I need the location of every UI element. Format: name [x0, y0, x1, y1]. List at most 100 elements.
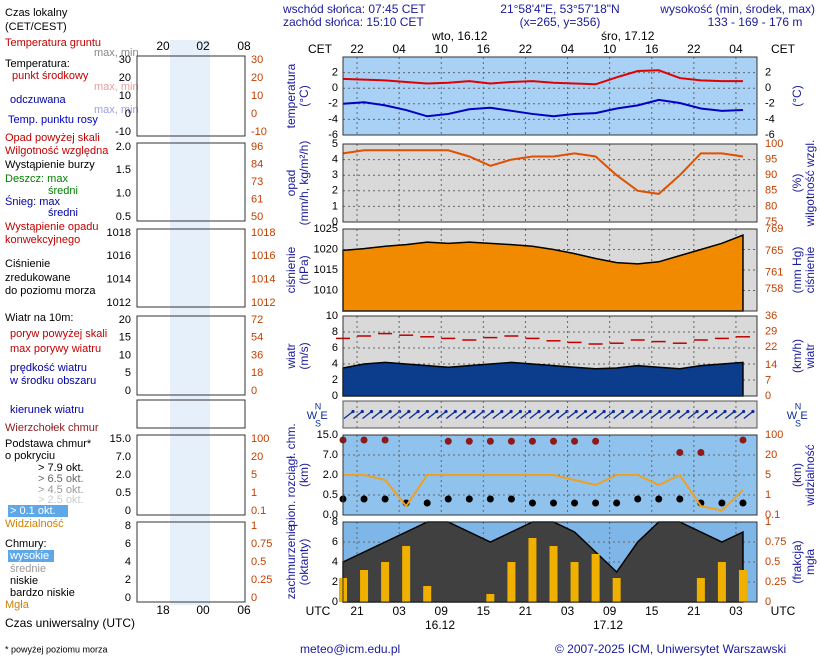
- wind-arrow: [510, 410, 521, 420]
- y-axis-title: zachmurzenie: [284, 524, 298, 599]
- y-tick-label: 0: [332, 390, 338, 402]
- compass: N: [315, 401, 322, 411]
- y2-axis-title: (%): [790, 174, 804, 193]
- wind-arrow-head: [453, 409, 457, 414]
- mini-panel: [136, 434, 246, 516]
- x-tick-label: 16: [645, 42, 659, 56]
- series-point: [634, 495, 642, 503]
- footnote: * powyżej poziomu morza: [5, 644, 108, 654]
- mini-tick-label: 84: [251, 158, 263, 170]
- wind-arrow: [538, 410, 549, 420]
- compass: N: [795, 401, 802, 411]
- mini-tick-label: 1.5: [116, 164, 131, 176]
- mini-time-label: 18: [156, 603, 170, 617]
- mini-tick-label: 2: [125, 574, 131, 586]
- y2-tick-label: 0: [765, 390, 771, 402]
- y-tick-label: 15.0: [317, 429, 338, 441]
- wind-arrow: [473, 410, 484, 420]
- legend-text: średni: [48, 185, 78, 197]
- wind-arrow-head: [611, 409, 616, 414]
- y2-tick-label: 761: [765, 267, 783, 279]
- series-bar: [738, 570, 747, 602]
- wind-arrow: [566, 410, 577, 420]
- elevation-title: wysokość (min, środek, max): [659, 2, 815, 16]
- legend-text: Wierzchołek chmur: [5, 422, 99, 434]
- mini-tick-label: -10: [115, 126, 131, 138]
- wind-arrow: [603, 410, 614, 420]
- legend-text: punkt środkowy: [12, 70, 89, 82]
- y-tick-label: 2.0: [323, 469, 338, 481]
- wind-arrow: [464, 410, 475, 420]
- series-point: [613, 499, 621, 507]
- wind-arrow-head: [676, 409, 681, 414]
- mini-tick-label: 20: [251, 451, 263, 463]
- wind-arrow: [483, 410, 493, 420]
- utc-label: UTC: [771, 604, 796, 618]
- wind-arrow-head: [732, 409, 736, 414]
- legend-text: wysokie: [9, 550, 49, 562]
- wind-arrow: [650, 410, 661, 420]
- series-bar: [570, 562, 579, 602]
- y2-tick-label: 85: [765, 185, 777, 197]
- y-tick-label: 1015: [314, 264, 338, 276]
- y-tick-label: 0: [332, 82, 338, 94]
- y2-tick-label: 1: [765, 516, 771, 528]
- compass: W: [307, 410, 318, 422]
- y2-tick-label: 80: [765, 200, 777, 212]
- legend-text: Czas uniwersalny (UTC): [5, 616, 135, 630]
- y-tick-label: 6: [332, 536, 338, 548]
- wind-arrow: [343, 410, 354, 420]
- panel-background: [342, 400, 758, 429]
- series-point: [739, 499, 747, 507]
- y-axis-title: temperatura: [284, 63, 298, 128]
- wind-arrow-head: [509, 409, 513, 414]
- mini-tick-label: 0: [251, 108, 257, 120]
- legend-text: > 7.9 okt.: [38, 462, 84, 474]
- x-tick-label: 03: [729, 604, 743, 618]
- x-tick-label: 09: [435, 604, 449, 618]
- legend-text: max, min: [94, 81, 139, 93]
- legend-text: max, min: [94, 104, 139, 116]
- mini-tick-label: 2.0: [116, 469, 131, 481]
- y2-tick-label: 1: [765, 489, 771, 501]
- legend-text: odczuwana: [10, 94, 67, 106]
- mini-tick-label: 72: [251, 314, 263, 326]
- series-bar: [717, 562, 726, 602]
- series-bar: [402, 546, 411, 602]
- wind-arrow: [399, 410, 410, 420]
- series-point: [360, 495, 368, 503]
- mini-tick-label: 10: [251, 90, 263, 102]
- legend-text: Śnieg: max: [5, 195, 61, 208]
- y2-tick-label: 14: [765, 359, 777, 371]
- compass: E: [320, 410, 327, 422]
- y2-tick-label: -2: [765, 98, 775, 110]
- wind-arrow: [659, 410, 670, 420]
- mini-tick-label: 0: [125, 505, 131, 517]
- y2-tick-label: 100: [765, 429, 783, 441]
- y-tick-label: 10: [326, 310, 338, 322]
- y2-axis-title: (frakcja): [790, 540, 804, 583]
- wind-arrow: [687, 410, 698, 420]
- x-tick-label: 04: [561, 42, 575, 56]
- series-line: [342, 149, 744, 195]
- series-point: [486, 495, 494, 503]
- mini-time-label: 02: [196, 39, 210, 53]
- y2-tick-label: 0.25: [765, 576, 786, 588]
- series-line: [343, 473, 744, 512]
- x-tick-label: 21: [350, 604, 364, 618]
- series-point: [676, 449, 684, 456]
- date-bottom: 17.12: [593, 618, 623, 632]
- series-point: [571, 437, 579, 445]
- wind-arrow: [715, 410, 726, 420]
- wind-arrow: [529, 410, 540, 420]
- mini-tick-label: 30: [119, 54, 131, 66]
- wind-arrow: [417, 410, 428, 420]
- series-point: [655, 495, 663, 503]
- coords: 21°58'4"E, 53°57'18"N: [500, 2, 619, 16]
- y2-tick-label: 0.1: [765, 509, 780, 521]
- legend-text: Wiatr na 10m:: [5, 312, 73, 324]
- y2-axis-title: (km): [790, 463, 804, 487]
- y-tick-label: 0: [332, 216, 338, 228]
- panel-frame: [342, 143, 758, 223]
